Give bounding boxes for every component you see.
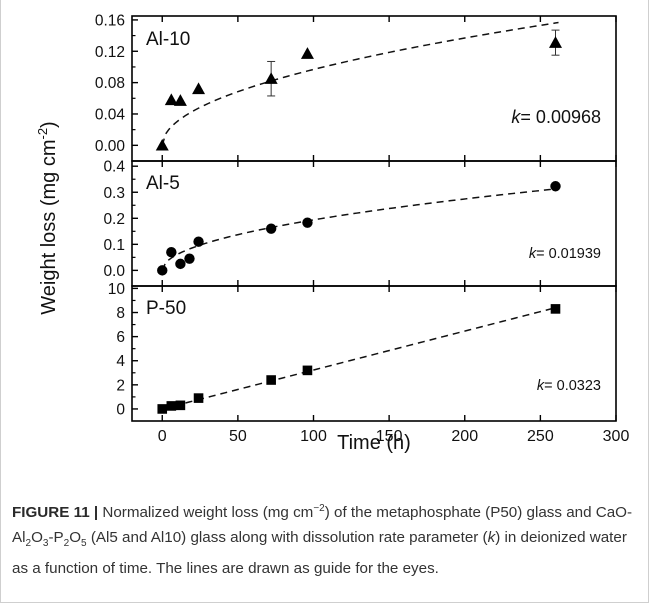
y-tick-label: 0.2 (103, 211, 125, 228)
k-annotation: k= 0.0323 (537, 378, 601, 394)
y-tick-label: 0.3 (103, 185, 125, 202)
caption-segment: (Al5 and Al10) glass along with dissolut… (86, 529, 488, 547)
data-point (173, 94, 187, 106)
data-point (164, 93, 178, 106)
data-point (193, 393, 204, 403)
data-point (175, 400, 186, 411)
k-symbol: k (529, 246, 537, 262)
data-point (157, 265, 168, 276)
k-symbol: k (537, 378, 545, 394)
data-point (184, 253, 195, 264)
figure-caption: FIGURE 11 | Normalized weight loss (mg c… (12, 496, 637, 581)
y-tick-label: 6 (116, 329, 125, 346)
y-axis-label: Weight loss (mg cm-2) (35, 121, 60, 314)
y-label-close: ) (38, 121, 60, 128)
x-tick-label: 50 (229, 428, 247, 445)
k-value: = 0.01939 (536, 246, 601, 262)
x-axis-label: Time (h) (337, 432, 411, 454)
data-point (166, 246, 177, 258)
k-annotation: k= 0.01939 (529, 246, 601, 262)
y-tick-label: 2 (116, 377, 125, 394)
data-point (302, 217, 313, 228)
caption-text: Normalized weight loss (mg cm−2) of the … (12, 503, 633, 578)
x-tick-label: 300 (603, 428, 630, 445)
y-tick-label: 0.4 (103, 159, 125, 176)
data-point (549, 36, 562, 48)
data-point (265, 223, 277, 234)
data-point (175, 258, 186, 270)
data-point (264, 72, 278, 84)
panel-frame (131, 285, 617, 422)
caption-segment: 3 (42, 538, 49, 550)
data-point (155, 138, 169, 151)
panel-label: Al-5 (146, 173, 180, 194)
y-tick-label: 0.1 (103, 237, 125, 254)
caption-segment: O (31, 529, 43, 547)
y-tick-label: 8 (116, 305, 125, 322)
y-tick-label: 0.16 (95, 12, 125, 29)
fit-curve (161, 187, 559, 271)
y-label-sup: -2 (35, 128, 50, 140)
panel-frame (131, 15, 617, 162)
caption-segment: O (69, 529, 82, 547)
k-value: = 0.00968 (520, 107, 601, 127)
y-tick-label: 0.12 (95, 44, 125, 61)
caption-segment: 2 (63, 538, 70, 550)
caption-segment: 2 (25, 538, 32, 550)
data-point (193, 236, 204, 247)
data-point (192, 82, 206, 95)
data-point (550, 304, 561, 314)
fit-curve (162, 306, 559, 410)
y-tick-label: 0.08 (95, 75, 125, 92)
k-annotation: k= 0.00968 (511, 107, 601, 127)
y-tick-label: 0.00 (95, 138, 126, 155)
data-point (300, 47, 314, 59)
fit-curve (161, 21, 559, 146)
caption-segment: -P (48, 529, 64, 547)
x-tick-label: 0 (158, 428, 167, 445)
caption-segment: 5 (81, 538, 87, 550)
panel-frame (131, 160, 617, 287)
caption-label: FIGURE 11 | (12, 504, 99, 522)
y-tick-label: 10 (108, 281, 126, 298)
data-point (266, 375, 276, 385)
data-point (550, 181, 561, 192)
y-label-text: Weight loss (mg cm (38, 140, 60, 315)
data-point (157, 404, 168, 414)
k-symbol: k (511, 107, 521, 127)
x-tick-label: 150 (376, 428, 403, 445)
panel-label: Al-10 (146, 29, 190, 50)
data-point (166, 401, 177, 411)
caption-segment: ) of the metaphosphate (P50) glass and C… (12, 504, 633, 547)
caption-segment: Normalized weight loss (mg cm (98, 504, 314, 522)
caption-segment: k (487, 529, 496, 547)
y-tick-label: 0 (116, 401, 125, 418)
panel-label: P-50 (146, 298, 186, 319)
data-point (302, 365, 313, 376)
y-tick-label: 4 (116, 353, 125, 370)
y-tick-label: 0.04 (95, 106, 126, 123)
x-tick-label: 200 (451, 428, 478, 445)
caption-segment: −2 (313, 503, 325, 514)
x-tick-label: 250 (527, 428, 554, 445)
k-value: = 0.0323 (544, 378, 601, 394)
y-tick-label: 0.0 (103, 263, 125, 280)
x-tick-label: 100 (300, 428, 327, 445)
caption-segment: ) in deionized water as a function of ti… (12, 529, 627, 578)
